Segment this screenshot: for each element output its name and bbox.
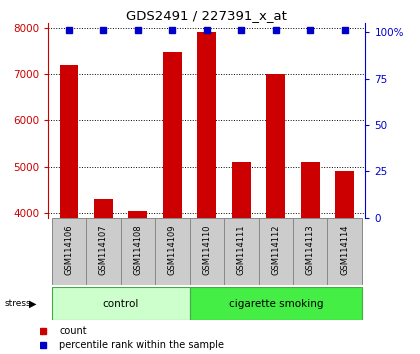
Bar	[163, 52, 182, 218]
Bar	[293, 218, 328, 285]
Title: GDS2491 / 227391_x_at: GDS2491 / 227391_x_at	[126, 9, 287, 22]
Text: GSM114111: GSM114111	[237, 225, 246, 275]
Text: GSM114107: GSM114107	[99, 225, 108, 275]
Bar	[52, 287, 189, 320]
Bar	[94, 199, 113, 218]
Text: cigarette smoking: cigarette smoking	[228, 298, 323, 309]
Bar	[335, 171, 354, 218]
Text: GSM114113: GSM114113	[306, 225, 315, 275]
Text: GSM114109: GSM114109	[168, 225, 177, 275]
Bar	[189, 218, 224, 285]
Bar	[259, 218, 293, 285]
Bar	[155, 218, 189, 285]
Text: GSM114110: GSM114110	[202, 225, 211, 275]
Text: percentile rank within the sample: percentile rank within the sample	[60, 340, 224, 350]
Bar	[328, 218, 362, 285]
Text: stress: stress	[4, 299, 31, 308]
Bar	[52, 218, 86, 285]
Bar	[224, 218, 259, 285]
Bar	[301, 162, 320, 218]
Bar	[129, 211, 147, 218]
Text: ▶: ▶	[29, 298, 36, 309]
Text: GSM114106: GSM114106	[65, 225, 73, 275]
Text: GSM114108: GSM114108	[134, 225, 142, 275]
Bar	[189, 287, 362, 320]
Text: control: control	[102, 298, 139, 309]
Bar	[197, 32, 216, 218]
Text: count: count	[60, 326, 87, 336]
Text: GSM114114: GSM114114	[340, 225, 349, 275]
Text: GSM114112: GSM114112	[271, 225, 280, 275]
Bar	[121, 218, 155, 285]
Bar	[232, 162, 251, 218]
Bar	[60, 65, 79, 218]
Bar	[266, 74, 285, 218]
Bar	[86, 218, 121, 285]
